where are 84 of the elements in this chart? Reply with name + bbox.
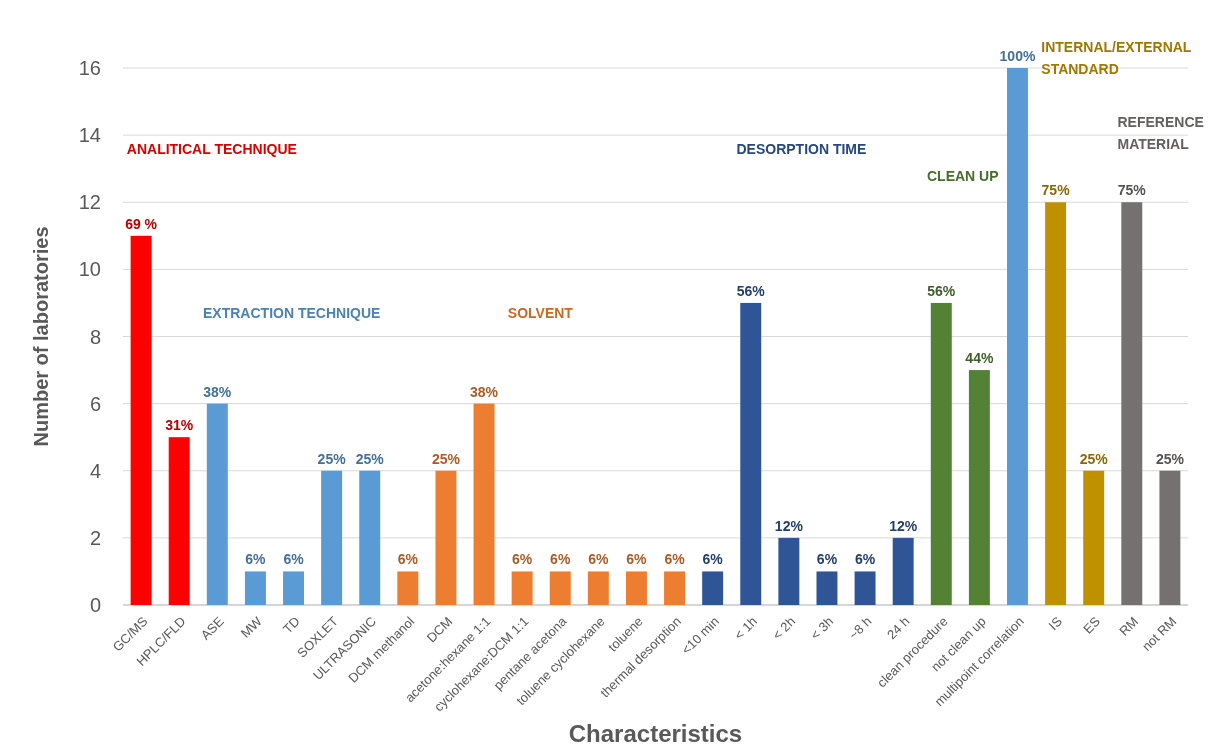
annotation: 75%	[1117, 182, 1147, 199]
annotation: REFERENCE MATERIAL	[1117, 114, 1204, 153]
x-tick-label: IS	[1045, 613, 1066, 634]
y-tick-label: 0	[89, 594, 101, 616]
bar	[778, 537, 800, 605]
annotation: INTERNAL/EXTERNAL STANDARD	[1041, 38, 1192, 78]
bar	[854, 571, 876, 605]
bar	[397, 571, 419, 605]
y-tick-label: 16	[78, 57, 101, 79]
y-tick-label: 14	[78, 124, 101, 147]
annotation: 69 %	[125, 215, 158, 232]
annotation: 12%	[774, 517, 804, 534]
bar	[702, 571, 724, 605]
annotation: 6%	[283, 551, 305, 568]
annotation: 6%	[854, 551, 876, 568]
annotation: SOLVENT	[507, 304, 574, 321]
bar	[968, 370, 990, 605]
bar	[283, 571, 304, 605]
bar	[206, 403, 228, 605]
annotation: 31%	[165, 417, 194, 434]
annotation: 6%	[588, 551, 610, 568]
x-tick-label: RM	[1116, 613, 1142, 639]
bar	[168, 437, 190, 605]
bar	[1083, 470, 1105, 605]
annotation: 6%	[626, 551, 648, 568]
annotation: 12%	[889, 517, 918, 534]
annotation: 6%	[245, 551, 267, 568]
annotation: 56%	[736, 282, 766, 299]
annotation: EXTRACTION TECHNIQUE	[203, 304, 381, 321]
bar	[435, 470, 457, 605]
annotation: 6%	[550, 551, 571, 568]
annotation: 25%	[355, 450, 385, 467]
annotation: 25%	[431, 450, 461, 467]
annotation: CLEAN UP	[926, 167, 999, 184]
annotation: 6%	[397, 551, 419, 568]
y-tick-label: 4	[89, 459, 101, 482]
y-tick-label: 12	[78, 191, 101, 214]
bar	[473, 403, 495, 605]
bar	[930, 302, 952, 605]
bar	[1159, 470, 1181, 605]
bar	[740, 302, 762, 605]
annotation: 75%	[1041, 182, 1071, 199]
x-tick-label: TD	[279, 613, 303, 637]
annotation: 25%	[317, 450, 347, 467]
annotation: 56%	[927, 282, 956, 299]
x-tick-label: ~8 h	[845, 613, 875, 643]
annotation: 6%	[664, 551, 686, 568]
bar	[359, 470, 381, 605]
y-tick-label: 8	[89, 325, 101, 348]
annotation: 6%	[816, 551, 838, 568]
annotation: 44%	[965, 350, 994, 367]
bar	[664, 571, 686, 605]
x-tick-label: not RM	[1139, 613, 1180, 654]
bar	[1045, 202, 1067, 605]
x-tick-label: MW	[237, 613, 266, 641]
bar	[1121, 202, 1143, 605]
annotation: 100%	[999, 48, 1036, 64]
x-tick-label: < 3h	[807, 613, 837, 643]
bar	[816, 571, 838, 605]
bar	[511, 571, 533, 605]
annotation: ANALITICAL TECHNIQUE	[126, 140, 297, 157]
bar	[1007, 68, 1028, 605]
y-tick-label: 6	[89, 392, 101, 415]
bar	[244, 571, 266, 605]
annotation: 25%	[1155, 450, 1185, 467]
bar	[587, 571, 609, 605]
y-tick-label: 10	[78, 258, 101, 281]
annotation: DESORPTION TIME	[736, 140, 867, 157]
bar	[892, 537, 914, 605]
bar	[321, 470, 343, 605]
annotation: 38%	[203, 383, 232, 400]
x-tick-label: < 1h	[731, 613, 761, 643]
bar	[549, 571, 571, 605]
annotation: 25%	[1079, 450, 1109, 467]
annotation: 38%	[470, 383, 499, 400]
x-axis-title: Characteristics	[568, 720, 743, 747]
annotation: 6%	[512, 551, 533, 568]
y-axis-title: Number of laboratories	[30, 226, 52, 447]
annotation: 6%	[702, 551, 724, 568]
y-tick-label: 2	[89, 526, 101, 549]
x-tick-label: ES	[1080, 613, 1104, 637]
x-tick-label: < 2h	[769, 613, 799, 643]
bar	[130, 235, 152, 605]
bar	[625, 571, 647, 605]
